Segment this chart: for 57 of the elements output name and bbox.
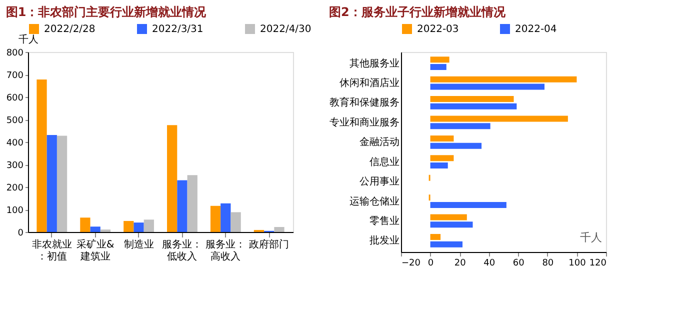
- y-tick-label: 运输仓储业: [350, 195, 400, 208]
- y-tick-label: 金融活动: [360, 136, 400, 148]
- bar: [167, 125, 178, 232]
- legend-label: 2022-03: [417, 24, 459, 35]
- x-tick-label: 服务业：低收入: [162, 238, 202, 262]
- y-tick-label: 600: [6, 94, 24, 104]
- chart-title: 图2：服务业子行业新增就业情况: [329, 5, 506, 19]
- bar: [56, 136, 68, 232]
- y-tick-label: 公用事业: [360, 176, 400, 188]
- bar: [124, 220, 134, 232]
- y-tick-label: 0: [18, 228, 24, 238]
- legend-label: 2022/3/31: [152, 24, 204, 35]
- bar: [230, 212, 241, 232]
- bar: [90, 226, 100, 232]
- x-tick-label: 20: [454, 258, 466, 268]
- y-tick-label: 800: [6, 48, 24, 58]
- legend-label: 2022-04: [515, 24, 557, 35]
- y-tick-label: 休闲和酒店业: [340, 77, 400, 90]
- x-tick-label: 120: [589, 258, 607, 268]
- bar: [220, 203, 231, 232]
- x-tick-label: 40: [484, 258, 496, 268]
- legend-label: 2022/2/28: [44, 24, 96, 35]
- chart-title: 图1：非农部门主要行业新增就业情况: [6, 5, 208, 19]
- x-axis-title: 千人: [580, 231, 602, 244]
- x-tick-label: 制造业: [124, 238, 154, 250]
- y-axis-title: 千人: [18, 34, 38, 46]
- x-tick-label: −20: [402, 258, 421, 268]
- bar: [177, 180, 188, 232]
- y-tick-label: 100: [6, 206, 24, 216]
- bar: [210, 206, 221, 232]
- bar: [187, 175, 198, 232]
- y-tick-label: 教育和保健服务: [330, 96, 400, 109]
- x-tick-label: 服务业：高收入: [206, 238, 246, 262]
- y-tick-label: 700: [6, 71, 24, 81]
- y-tick-label: 信息业: [370, 156, 400, 168]
- bar: [274, 227, 284, 232]
- x-tick-label: 80: [542, 258, 554, 268]
- bar: [46, 135, 57, 232]
- y-tick-label: 零售业: [370, 214, 400, 227]
- x-tick-label: 非农就业：初值: [32, 238, 72, 262]
- y-tick-label: 专业和商业服务: [330, 116, 400, 128]
- y-tick-label: 400: [6, 138, 24, 148]
- x-tick-label: 60: [512, 258, 525, 268]
- bar: [144, 220, 154, 232]
- y-tick-label: 200: [6, 184, 24, 194]
- x-tick-label: 采矿业&建筑业: [76, 238, 114, 262]
- y-tick-label: 批发业: [370, 234, 400, 247]
- x-tick-label: 0: [428, 258, 434, 268]
- legend-label: 2022/4/30: [260, 24, 312, 35]
- x-tick-label: 政府部门: [249, 238, 290, 250]
- bar: [134, 222, 144, 232]
- bar: [36, 79, 47, 232]
- y-tick-label: 500: [6, 116, 24, 126]
- y-tick-label: 其他服务业: [350, 57, 400, 70]
- bar: [80, 218, 90, 232]
- y-tick-label: 300: [6, 161, 24, 171]
- x-tick-label: 100: [568, 258, 586, 268]
